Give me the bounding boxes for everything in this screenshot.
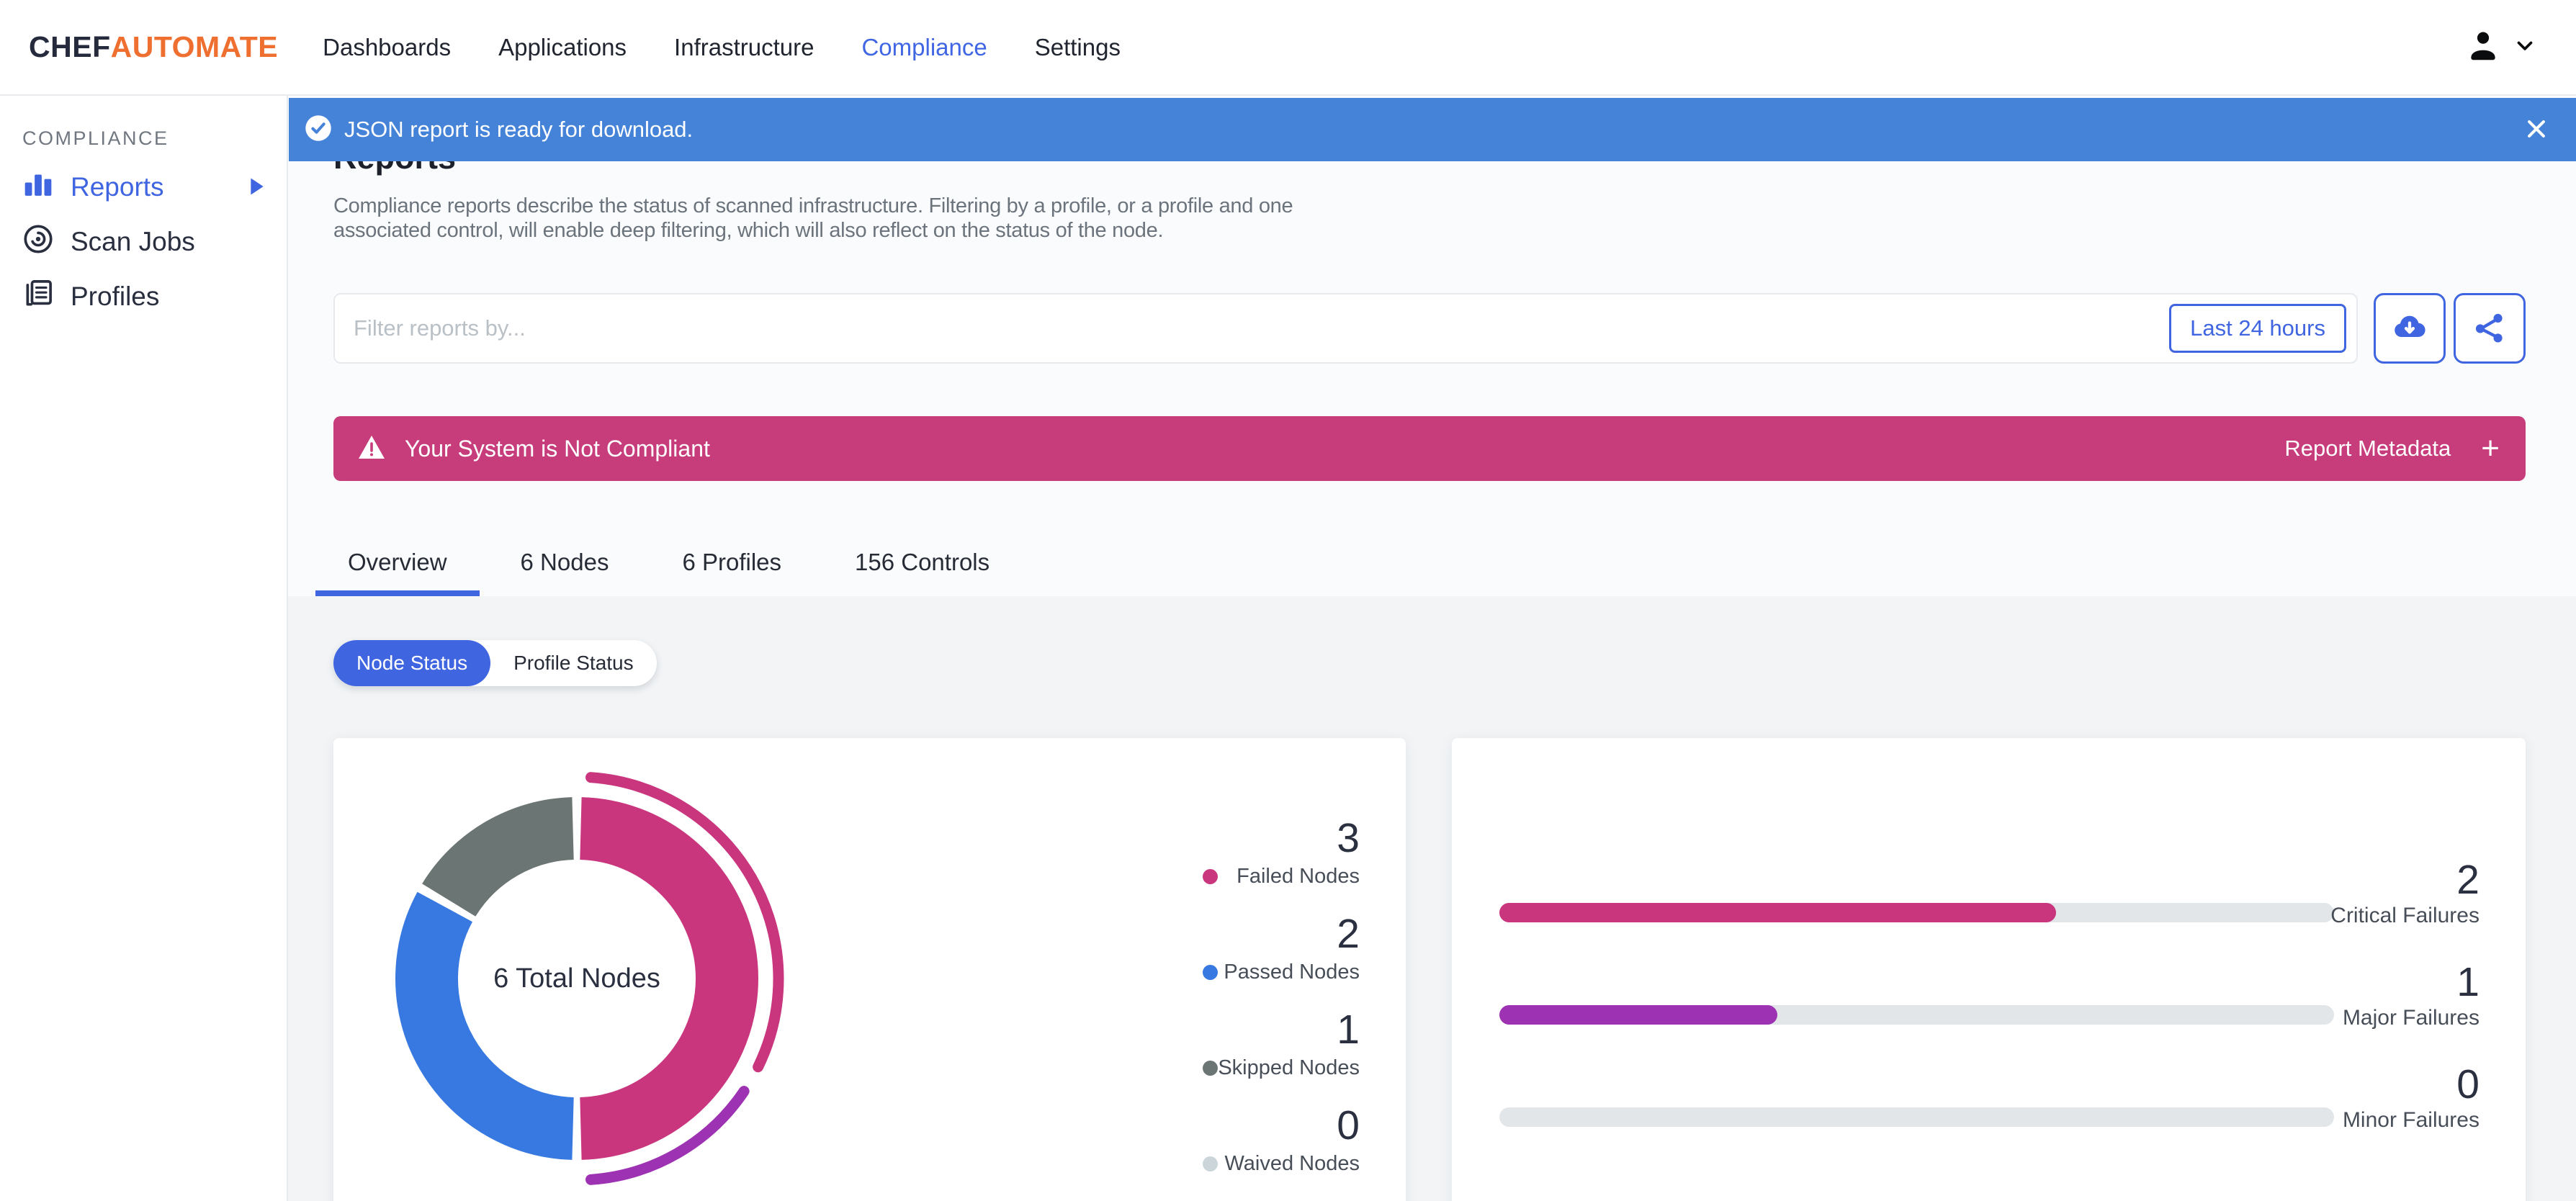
chevron-right-icon (249, 172, 265, 202)
skipped-nodes-count: 1 (1337, 1007, 1360, 1053)
failures-severity-card: 2 Critical Failures 1 Major Failures (1452, 738, 2526, 1201)
critical-failures-label: Critical Failures (2330, 904, 2479, 927)
warning-triangle-icon (357, 434, 386, 464)
filter-row: Last 24 hours (333, 293, 2526, 364)
waived-dot-icon (1203, 1156, 1218, 1171)
radar-icon (22, 223, 54, 261)
share-icon (2471, 309, 2508, 348)
check-circle-icon (305, 114, 332, 145)
legend-item-failed: 3 Failed Nodes (1203, 817, 1360, 889)
passed-dot-icon (1203, 965, 1218, 980)
filter-bar: Last 24 hours (333, 293, 2358, 364)
nav-infrastructure[interactable]: Infrastructure (674, 33, 814, 60)
main-nav: Dashboards Applications Infrastructure C… (323, 34, 1121, 61)
node-status-card: 6 Total Nodes 3 Failed Nodes 2 (333, 738, 1406, 1201)
page-description: Compliance reports describe the status o… (333, 194, 1293, 242)
minor-failures-bar (1499, 1107, 2334, 1127)
download-report-button[interactable] (2374, 293, 2446, 364)
plus-icon: + (2481, 431, 2500, 466)
skipped-dot-icon (1203, 1061, 1218, 1076)
minor-failures-label: Minor Failures (2342, 1108, 2479, 1132)
chevron-down-icon (2513, 33, 2537, 61)
legend-label: Passed Nodes (1224, 961, 1360, 984)
sidebar-item-label: Profiles (71, 282, 160, 311)
bar-chart-icon (22, 168, 54, 207)
nav-settings[interactable]: Settings (1034, 33, 1121, 60)
sidebar-item-label: Reports (71, 172, 164, 202)
status-toggle: Node Status Profile Status (333, 640, 657, 686)
critical-failures-count: 2 (2456, 857, 2479, 903)
minor-failures-row: 0 Minor Failures (1499, 1063, 2479, 1133)
nav-applications[interactable]: Applications (498, 33, 627, 60)
sidebar-section-label: COMPLIANCE (22, 127, 169, 149)
nav-dashboards[interactable]: Dashboards (323, 33, 452, 60)
notification-message: JSON report is ready for download. (344, 117, 694, 142)
compliance-sidebar: COMPLIANCE Reports Scan Jobs Profiles (0, 96, 288, 1201)
legend-item-skipped: 1 Skipped Nodes (1203, 1009, 1360, 1080)
close-notification-button[interactable] (2524, 117, 2549, 143)
critical-failures-bar (1499, 903, 2334, 922)
tab-nodes[interactable]: 6 Nodes (488, 531, 642, 596)
tab-controls[interactable]: 156 Controls (822, 531, 1022, 596)
report-metadata-label: Report Metadata (2284, 436, 2451, 461)
waived-nodes-count: 0 (1337, 1102, 1360, 1148)
legend-label: Waived Nodes (1224, 1152, 1360, 1175)
documents-icon (22, 278, 54, 316)
major-failures-label: Major Failures (2342, 1006, 2479, 1030)
notification-banner: JSON report is ready for download. (289, 98, 2576, 161)
node-status-donut-chart: 6 Total Nodes (368, 770, 786, 1187)
donut-svg (395, 772, 784, 1185)
passed-nodes-count: 2 (1337, 911, 1360, 957)
profile-status-pill[interactable]: Profile Status (490, 640, 657, 686)
nav-compliance[interactable]: Compliance (861, 33, 987, 60)
cloud-download-icon (2391, 309, 2428, 348)
sidebar-item-reports[interactable]: Reports (0, 160, 287, 215)
noncompliant-message: Your System is Not Compliant (405, 435, 710, 462)
top-nav: CHEFAUTOMATE Dashboards Applications Inf… (0, 0, 2576, 96)
time-range-button[interactable]: Last 24 hours (2169, 304, 2346, 353)
legend-item-waived: 0 Waived Nodes (1203, 1105, 1360, 1176)
failed-dot-icon (1203, 869, 1218, 884)
failed-nodes-count: 3 (1337, 815, 1360, 861)
chef-automate-logo[interactable]: CHEFAUTOMATE (29, 30, 278, 64)
logo-chef-text: CHEF (29, 30, 111, 63)
user-menu[interactable] (2464, 26, 2547, 68)
minor-failures-count: 0 (2456, 1061, 2479, 1107)
main-content: Reports Compliance reports describe the … (288, 96, 2576, 1201)
overview-section: Node Status Profile Status 6 Total Nodes… (288, 596, 2576, 1201)
close-icon (2524, 117, 2549, 143)
tab-profiles[interactable]: 6 Profiles (650, 531, 814, 596)
sidebar-item-label: Scan Jobs (71, 227, 195, 256)
filter-reports-input[interactable] (335, 315, 2170, 341)
report-metadata-toggle[interactable]: Report Metadata + (2284, 433, 2500, 464)
logo-automate-text: AUTOMATE (110, 30, 279, 63)
share-report-button[interactable] (2454, 293, 2526, 364)
report-tabs: Overview 6 Nodes 6 Profiles 156 Controls (315, 531, 2526, 596)
sidebar-item-profiles[interactable]: Profiles (0, 269, 287, 324)
major-failures-count: 1 (2456, 959, 2479, 1005)
person-icon (2464, 26, 2503, 68)
legend-label: Failed Nodes (1237, 865, 1360, 888)
tab-overview[interactable]: Overview (315, 531, 480, 596)
node-status-pill[interactable]: Node Status (333, 640, 491, 686)
major-failures-row: 1 Major Failures (1499, 961, 2479, 1030)
overview-cards: 6 Total Nodes 3 Failed Nodes 2 (333, 738, 2526, 1201)
node-status-legend: 3 Failed Nodes 2 Passed Nodes (1203, 817, 1360, 1176)
legend-label: Skipped Nodes (1218, 1056, 1360, 1079)
sidebar-item-scan-jobs[interactable]: Scan Jobs (0, 215, 287, 269)
reports-header-section: Reports Compliance reports describe the … (288, 96, 2576, 596)
noncompliant-banner: Your System is Not Compliant Report Meta… (333, 416, 2526, 481)
major-failures-bar (1499, 1005, 2334, 1025)
critical-failures-row: 2 Critical Failures (1499, 859, 2479, 928)
legend-item-passed: 2 Passed Nodes (1203, 913, 1360, 984)
